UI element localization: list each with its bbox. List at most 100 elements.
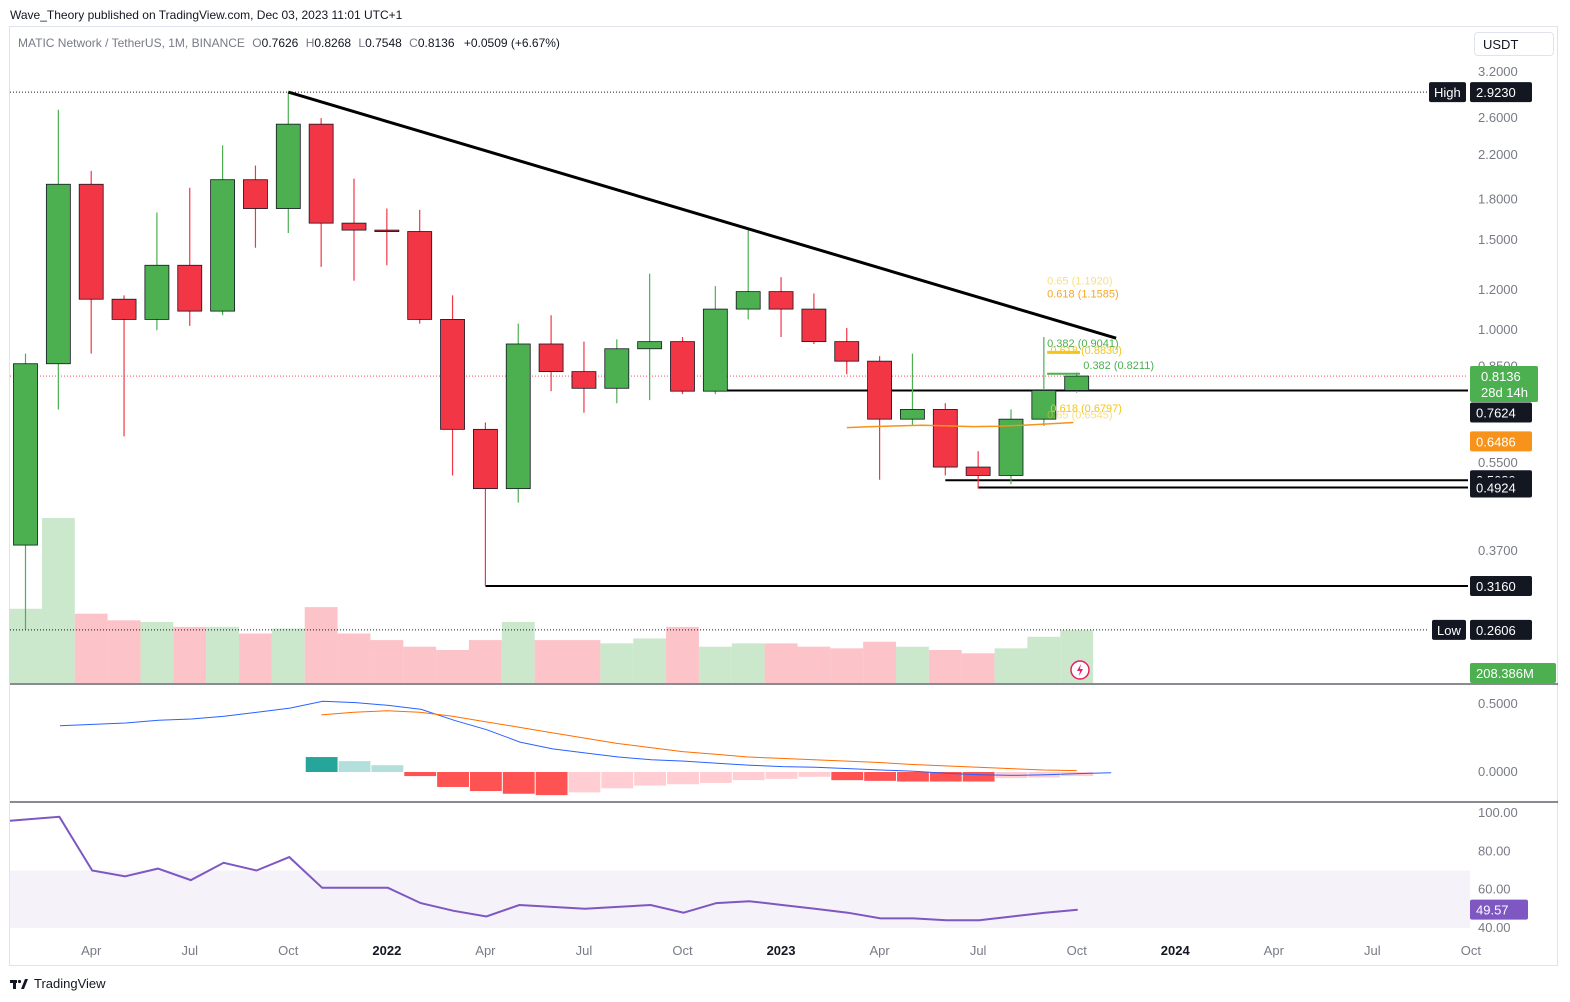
macd-histogram-bar xyxy=(732,772,765,781)
candle-body xyxy=(538,343,564,373)
candle-body xyxy=(505,343,531,490)
macd-histogram-bar xyxy=(371,765,404,772)
high-tag-label: High xyxy=(1434,85,1461,100)
volume-bar xyxy=(337,633,371,683)
fib-annotation: 0.618 (1.1585) xyxy=(1047,289,1119,301)
volume-bar xyxy=(666,626,699,683)
level-price-label: 0.7624 xyxy=(1476,405,1516,420)
volume-bar xyxy=(896,646,929,683)
ma-price-label-bg xyxy=(1470,431,1532,452)
candle-body xyxy=(78,183,104,300)
macd-histogram-bar xyxy=(404,772,437,777)
low-label: L xyxy=(358,36,366,50)
volume-bar xyxy=(107,620,141,683)
symbol-name: MATIC Network / TetherUS, 1M, BINANCE xyxy=(18,36,245,50)
time-tick-label: Apr xyxy=(81,943,102,958)
close-value: 0.8136 xyxy=(417,36,455,50)
price-tick-label: 3.2000 xyxy=(1478,64,1518,79)
level-price-label-bg xyxy=(1470,576,1532,597)
candle-body xyxy=(13,363,38,546)
time-tick-label: Oct xyxy=(1461,943,1482,958)
volume-value-label-bg xyxy=(1470,663,1556,683)
candle-body xyxy=(144,264,170,320)
volume-bar xyxy=(74,613,108,683)
publish-caption: Wave_Theory published on TradingView.com… xyxy=(10,8,403,22)
candle-body xyxy=(1031,390,1057,420)
candle-body xyxy=(702,308,728,392)
volume-bar xyxy=(863,641,897,683)
descending-trendline xyxy=(287,90,1117,340)
candle-body xyxy=(407,231,433,320)
volume-bar xyxy=(830,648,864,683)
volume-bar xyxy=(567,640,601,683)
volume-bar xyxy=(764,643,798,683)
price-tick-label: 2.6000 xyxy=(1478,110,1518,125)
candle-body xyxy=(210,179,236,312)
volume-bar xyxy=(731,643,765,683)
candle-body xyxy=(243,179,268,209)
time-tick-label: Apr xyxy=(475,943,496,958)
high-price-label-bg xyxy=(1470,82,1532,103)
volume-bar xyxy=(600,643,634,683)
level-price-label: 0.3160 xyxy=(1476,579,1516,594)
price-tick-label: 1.0000 xyxy=(1478,322,1518,337)
rsi-band xyxy=(10,870,1470,928)
time-tick-label: Apr xyxy=(869,943,890,958)
time-tick-label: Oct xyxy=(278,943,299,958)
candle-body xyxy=(834,341,860,362)
price-tick-label: 1.5000 xyxy=(1478,232,1518,247)
candle-body xyxy=(604,348,630,389)
macd-histogram-bar xyxy=(634,772,667,786)
candle-body xyxy=(637,341,663,350)
high-price-label: 2.9230 xyxy=(1476,85,1516,100)
time-tick-label: Apr xyxy=(1264,943,1285,958)
macd-histogram-bar xyxy=(765,772,798,779)
macd-line xyxy=(59,700,1112,776)
volume-bar xyxy=(41,518,75,683)
volume-bar xyxy=(961,653,995,683)
open-label: O xyxy=(252,36,262,50)
time-tick-label: Oct xyxy=(1067,943,1088,958)
current-price-label: 0.8136 xyxy=(1481,369,1521,384)
candle-body xyxy=(472,428,498,490)
fib-annotation: 0.65 (0.6545) xyxy=(1047,409,1112,421)
price-tick-label: 0.5500 xyxy=(1478,455,1518,470)
level-price-label: 0.4924 xyxy=(1476,481,1516,496)
macd-histogram-bar xyxy=(437,772,469,787)
volume-bar xyxy=(698,646,732,683)
current-price-bg xyxy=(1470,366,1538,403)
candle-body xyxy=(440,319,465,430)
candle-body xyxy=(998,418,1024,476)
volume-bar xyxy=(534,640,568,683)
change-value: +0.0509 (+6.67%) xyxy=(463,36,560,50)
candle-body xyxy=(735,291,761,310)
currency-button[interactable]: USDT xyxy=(1474,32,1554,56)
fib-annotation: 0.618 (0.6797) xyxy=(1050,403,1122,415)
time-tick-label: Jul xyxy=(181,943,198,958)
high-tag-bg xyxy=(1429,82,1466,103)
volume-bar xyxy=(370,640,404,683)
candle-body xyxy=(571,371,597,389)
countdown-label: 28d 14h xyxy=(1481,385,1528,400)
time-tick-label: 2024 xyxy=(1161,943,1191,958)
candle-body xyxy=(177,264,203,312)
volume-bar xyxy=(1027,636,1061,683)
time-tick-label: Jul xyxy=(576,943,593,958)
price-tick-label: 2.2000 xyxy=(1478,147,1518,162)
rsi-line xyxy=(9,815,1078,922)
volume-bar xyxy=(468,640,502,683)
macd-histogram-bar xyxy=(568,772,601,793)
macd-tick-label: 0.5000 xyxy=(1478,696,1518,711)
macd-tick-label: 0.0000 xyxy=(1478,764,1518,779)
macd-histogram-bar xyxy=(502,772,535,794)
candle-body xyxy=(900,409,925,420)
time-tick-label: 2022 xyxy=(372,943,401,958)
macd-histogram-bar xyxy=(535,772,568,796)
time-tick-label: Oct xyxy=(672,943,693,958)
macd-histogram-bar xyxy=(305,757,338,772)
volume-bar xyxy=(994,648,1028,683)
rsi-tick-label: 40.00 xyxy=(1478,920,1511,935)
macd-histogram-bar xyxy=(667,772,699,785)
candle-body xyxy=(45,183,71,365)
